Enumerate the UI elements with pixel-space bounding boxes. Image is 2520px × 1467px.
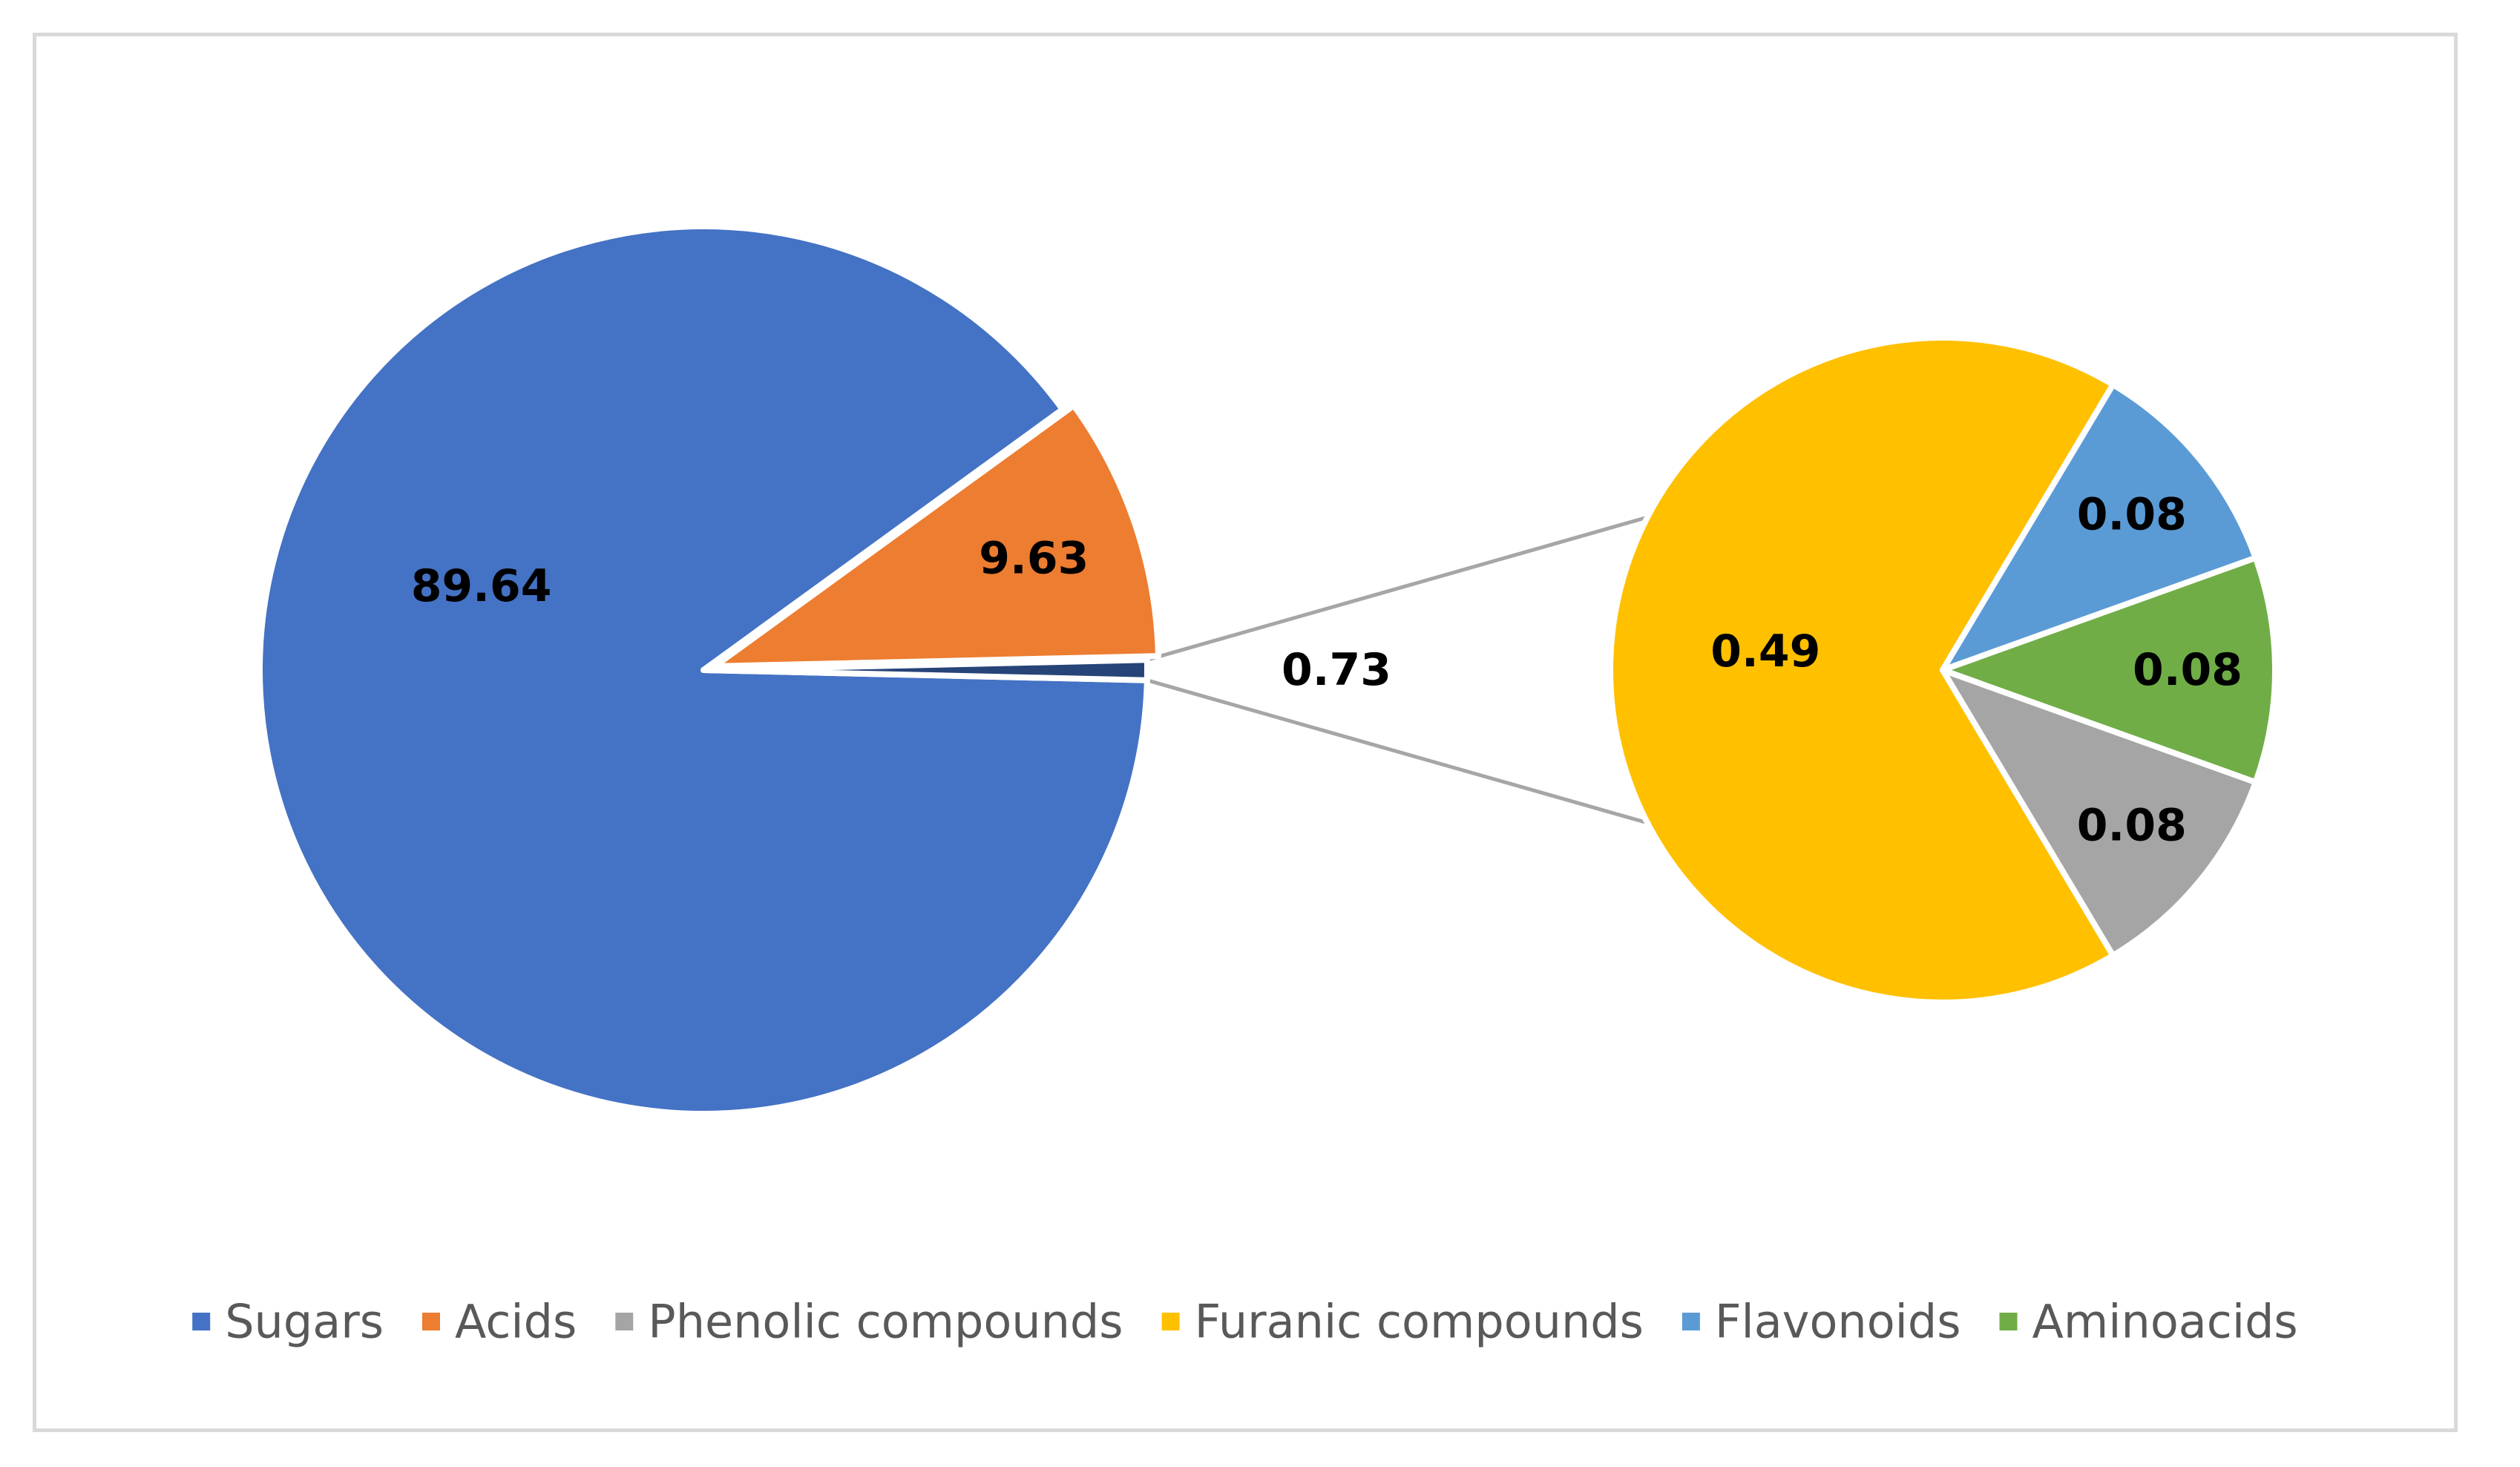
legend-swatch-flavonoids — [1681, 1313, 1700, 1330]
legend-label-furanic-compounds: Furanic compounds — [1195, 1295, 1644, 1349]
legend-swatch-aminoacids — [1999, 1313, 2018, 1330]
legend: Sugars Acids Phenolic compounds Furanic com… — [192, 1295, 2298, 1349]
legend-item-furanic-compounds: Furanic compounds — [1161, 1295, 1644, 1349]
legend-item-aminoacids: Aminoacids — [1999, 1295, 2298, 1349]
legend-swatch-furanic-compounds — [1161, 1313, 1180, 1330]
legend-label-flavonoids: Flavonoids — [1715, 1295, 1961, 1349]
data-labels: 89.64 9.63 0.73 0.49 0.08 0.08 0.08 — [411, 488, 2242, 851]
legend-label-phenolic-compounds: Phenolic compounds — [648, 1295, 1123, 1349]
main-pie — [256, 223, 1161, 1117]
slice-acids — [712, 402, 1161, 669]
legend-item-sugars: Sugars — [192, 1295, 384, 1349]
data-label-acids: 9.63 — [979, 533, 1089, 585]
secondary-pie — [1607, 335, 2278, 1005]
legend-item-flavonoids: Flavonoids — [1681, 1295, 1961, 1349]
legend-label-aminoacids: Aminoacids — [2032, 1295, 2298, 1349]
data-label-furanic-compounds: 0.49 — [1710, 626, 1820, 677]
slice-flavonoids — [1940, 381, 2259, 673]
data-label-other: 0.73 — [1282, 644, 1391, 696]
legend-swatch-phenolic-compounds — [615, 1313, 634, 1330]
legend-label-acids: Acids — [455, 1295, 577, 1349]
legend-item-phenolic-compounds: Phenolic compounds — [615, 1295, 1123, 1349]
data-label-aminoacids: 0.08 — [2133, 644, 2242, 696]
legend-swatch-acids — [422, 1313, 440, 1330]
data-label-sugars: 89.64 — [411, 560, 552, 612]
slice-aminoacids — [1940, 554, 2278, 786]
slice-phenolic-compounds — [1940, 667, 2259, 959]
legend-item-acids: Acids — [422, 1295, 577, 1349]
data-label-phenolic-compounds: 0.08 — [2077, 800, 2187, 852]
slice-other — [700, 657, 1150, 683]
legend-label-sugars: Sugars — [225, 1295, 384, 1349]
slice-furanic-compounds — [1607, 335, 2116, 1005]
legend-swatch-sugars — [192, 1313, 211, 1330]
data-label-flavonoids: 0.08 — [2077, 488, 2187, 540]
